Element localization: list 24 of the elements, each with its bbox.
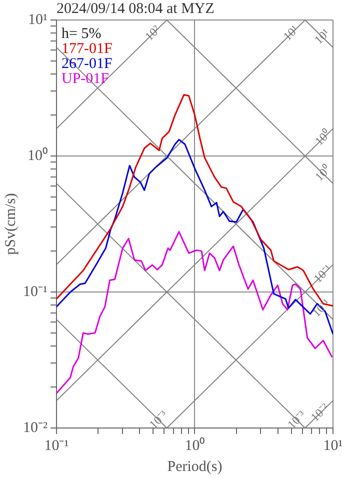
x-tick-label: 10¹ <box>323 438 343 454</box>
annotation: 10⁻³ <box>284 408 309 432</box>
annotation: 10¹ <box>311 26 333 47</box>
annotation: 10⁻¹ <box>310 262 335 286</box>
y-tick-label: 10⁰ <box>27 146 48 164</box>
x-axis-title: Period(s) <box>167 458 222 475</box>
y-tick-label: 10¹ <box>28 12 48 28</box>
y-tick-label: 10⁻¹ <box>22 284 48 300</box>
text: 267-01F <box>61 56 112 72</box>
annotation: 10² <box>142 22 164 44</box>
annotation: 10¹ <box>280 22 302 44</box>
annotation: 10⁰ <box>312 162 334 184</box>
annotation: 10⁻³ <box>146 408 170 432</box>
y-axis-title: pSv(cm/s) <box>2 193 19 255</box>
chart-title: 2024/09/14 08:04 at MYZ <box>56 0 214 17</box>
x-tick-label: 10⁻¹ <box>44 438 69 454</box>
y-tick-label: 10⁻² <box>22 420 48 436</box>
text: 177-01F <box>61 40 112 57</box>
annotation: h= 5% <box>61 26 102 42</box>
text: UP-01F <box>61 70 110 87</box>
annotation: 10⁻¹ <box>309 296 334 320</box>
annotation: 10⁰ <box>312 127 334 148</box>
x-tick-label: 10⁰ <box>184 436 205 454</box>
annotation: 10⁻² <box>308 400 332 424</box>
